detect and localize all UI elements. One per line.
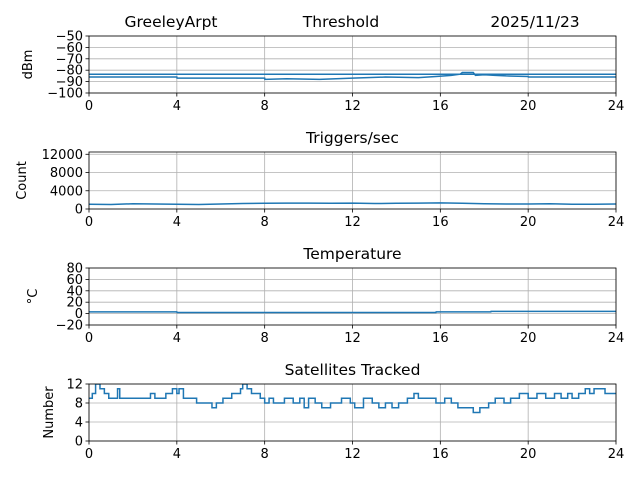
x-tick-label: 8	[261, 99, 269, 114]
x-tick-label: 0	[85, 99, 93, 114]
x-tick-label: 24	[608, 215, 625, 230]
y-tick-label: 4	[75, 416, 83, 431]
y-tick-label: −90	[56, 75, 83, 90]
y-axis-label: Count	[15, 161, 30, 200]
series-line-1	[89, 71, 616, 81]
station-name: GreeleyArpt	[124, 13, 217, 31]
y-axis-label: dBm	[21, 50, 36, 80]
y-tick-label: 0	[75, 203, 83, 218]
x-tick-label: 20	[520, 99, 537, 114]
x-tick-label: 0	[85, 331, 93, 346]
x-tick-label: 16	[432, 447, 449, 462]
x-tick-label: 8	[261, 447, 269, 462]
x-tick-label: 20	[520, 331, 537, 346]
y-tick-label: 60	[66, 273, 83, 288]
header-svg: GreeleyArpt Threshold 2025/11/23	[124, 13, 579, 31]
x-tick-label: 0	[85, 215, 93, 230]
x-tick-label: 20	[520, 215, 537, 230]
y-tick-label: 80	[66, 262, 83, 277]
x-tick-label: 4	[173, 215, 181, 230]
x-tick-label: 12	[344, 215, 361, 230]
date-label: 2025/11/23	[490, 13, 579, 31]
y-tick-label: 8	[75, 397, 83, 412]
x-tick-label: 12	[344, 447, 361, 462]
y-tick-label: 40	[66, 284, 83, 299]
y-axis-label: °C	[26, 289, 41, 305]
y-tick-label: 12	[66, 378, 83, 393]
chart-4: 0 4 8 12 16 20 24 0 4 8 12 Number Satellites Tracked	[42, 361, 624, 462]
y-tick-label: 12000	[42, 148, 83, 163]
series-line-1	[89, 202, 616, 206]
x-tick-label: 16	[432, 215, 449, 230]
chart-2: 0 4 8 12 16 20 24 0 4000 8000 12000 Count Triggers/s…	[15, 129, 624, 230]
chart-title: Satellites Tracked	[285, 361, 421, 379]
y-tick-label: 8000	[50, 166, 83, 181]
x-tick-label: 8	[261, 331, 269, 346]
x-tick-label: 16	[432, 99, 449, 114]
x-tick-label: 24	[608, 331, 625, 346]
chart-title: Temperature	[302, 245, 401, 263]
x-tick-label: 4	[173, 99, 181, 114]
series-line-1	[89, 310, 616, 314]
y-tick-label: 4000	[50, 184, 83, 199]
series-line-1	[89, 384, 616, 414]
y-axis-label: Number	[42, 386, 57, 439]
y-tick-label: −20	[56, 319, 83, 334]
x-tick-label: 24	[608, 99, 625, 114]
y-tick-label: 20	[66, 296, 83, 311]
y-tick-label: −50	[56, 30, 83, 45]
x-tick-label: 12	[344, 99, 361, 114]
chart-title: Triggers/sec	[305, 129, 399, 147]
y-tick-label: 0	[75, 307, 83, 322]
x-tick-label: 12	[344, 331, 361, 346]
y-tick-label: 0	[75, 435, 83, 450]
threshold-title: Threshold	[302, 13, 379, 31]
x-tick-label: 20	[520, 447, 537, 462]
x-tick-label: 4	[173, 331, 181, 346]
y-tick-label: −80	[56, 64, 83, 79]
x-tick-label: 8	[261, 215, 269, 230]
y-tick-label: −100	[47, 87, 83, 102]
y-tick-label: −70	[56, 52, 83, 67]
x-tick-label: 16	[432, 331, 449, 346]
chart-1: 0 4 8 12 16 20 24 −100−90−80−70−60−50 dBm	[21, 30, 624, 115]
x-tick-label: 24	[608, 447, 625, 462]
x-tick-label: 4	[173, 447, 181, 462]
y-tick-label: −60	[56, 41, 83, 56]
x-tick-label: 0	[85, 447, 93, 462]
